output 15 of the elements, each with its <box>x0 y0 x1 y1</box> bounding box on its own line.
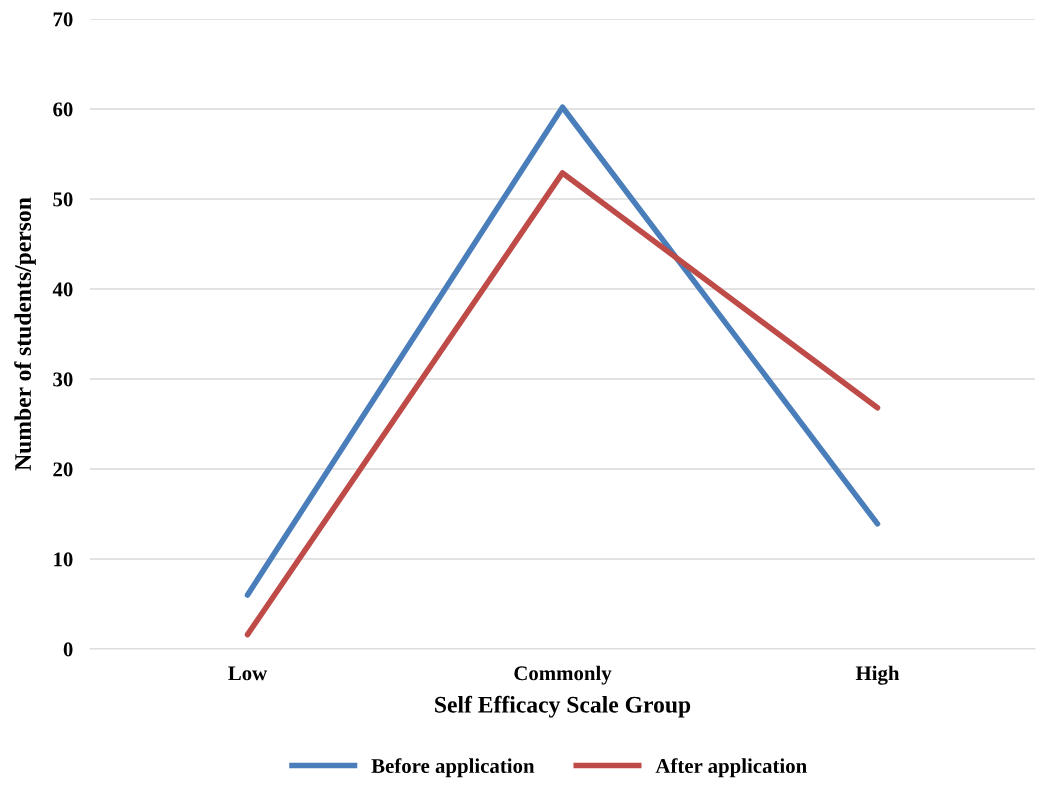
x-tick-label: Commonly <box>514 665 612 685</box>
x-tick-label: Low <box>228 666 268 681</box>
y-tick-label: 70 <box>53 12 73 27</box>
y-tick-label: 50 <box>53 192 73 207</box>
y-tick-label: 10 <box>54 552 73 567</box>
y-axis-title: Number of students/person <box>14 197 36 471</box>
y-tick-label: 0 <box>63 642 73 657</box>
y-tick-label: 60 <box>53 102 73 117</box>
x-axis-title: Self Efficacy Scale Group <box>435 695 691 718</box>
legend-label: Before application <box>371 758 535 778</box>
y-tick-label: 20 <box>53 462 73 477</box>
legend-label: After application <box>655 758 807 778</box>
y-tick-label: 30 <box>53 372 73 387</box>
x-tick-label: High <box>855 665 900 685</box>
y-tick-label: 40 <box>52 282 73 297</box>
